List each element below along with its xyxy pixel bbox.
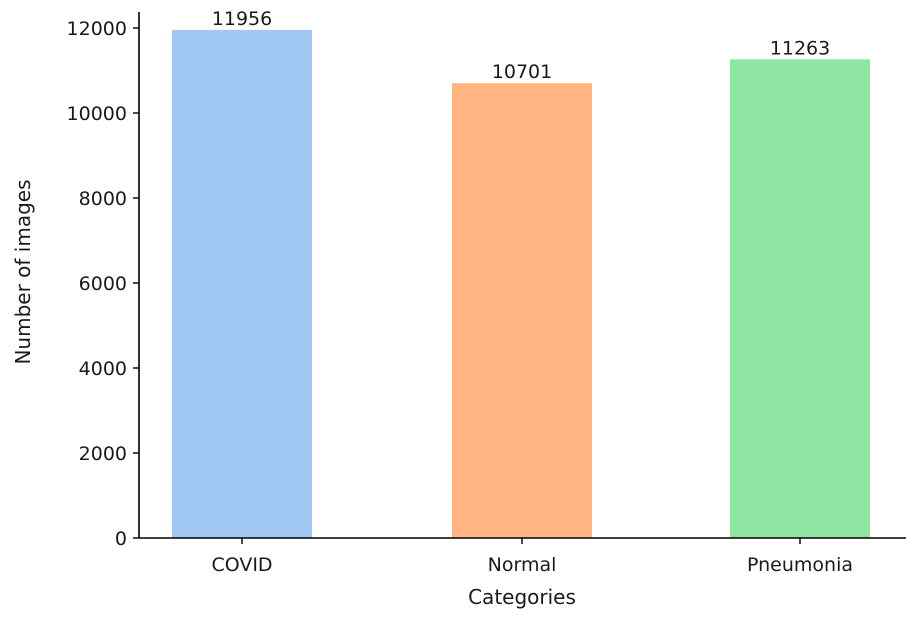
y-tick-label: 4000 <box>79 358 127 380</box>
y-tick-label: 12000 <box>67 18 127 40</box>
x-ticks: COVID Normal Pneumonia <box>211 538 853 576</box>
data-labels-group: 11956 10701 11263 <box>212 8 830 83</box>
bar-normal <box>452 83 592 539</box>
y-axis: 0 2000 4000 6000 8000 10000 12000 <box>67 12 140 550</box>
y-tick-label: 10000 <box>67 103 127 125</box>
x-tick-label-covid: COVID <box>211 554 272 576</box>
y-tick-label: 0 <box>115 528 127 550</box>
bar-pneumonia <box>730 59 870 538</box>
x-tick-label-pneumonia: Pneumonia <box>747 554 853 576</box>
y-tick-label: 6000 <box>79 273 127 295</box>
y-tick-label: 2000 <box>79 443 127 465</box>
bar-covid <box>172 29 312 539</box>
x-axis-label: Categories <box>468 585 576 609</box>
x-axis: COVID Normal Pneumonia <box>139 537 906 576</box>
y-ticks: 0 2000 4000 6000 8000 10000 12000 <box>67 18 139 550</box>
x-tick-label-normal: Normal <box>488 554 557 576</box>
y-tick-label: 8000 <box>79 188 127 210</box>
data-label-pneumonia: 11263 <box>770 37 830 59</box>
y-axis-label: Number of images <box>11 179 35 364</box>
data-label-normal: 10701 <box>492 61 552 83</box>
bars-group <box>172 29 870 539</box>
data-label-covid: 11956 <box>212 8 272 30</box>
